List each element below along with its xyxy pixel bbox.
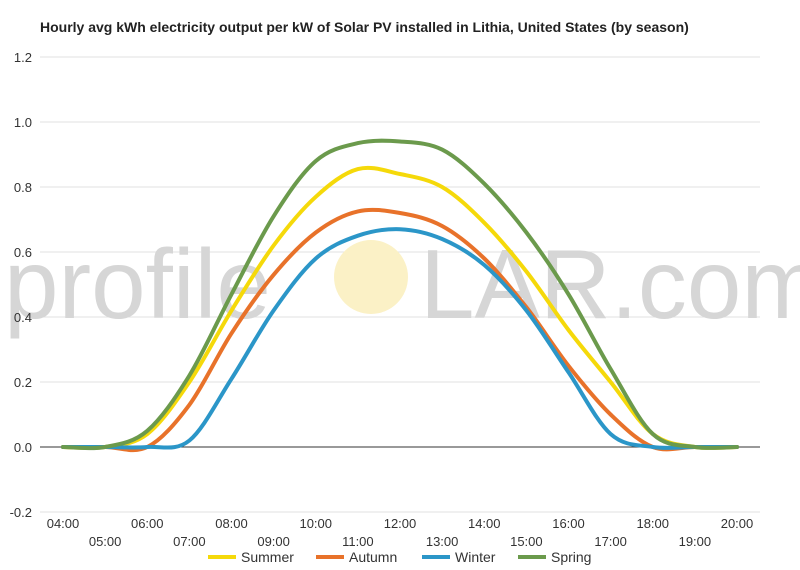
legend-item-spring: Spring — [518, 549, 591, 565]
x-tick-label: 11:00 — [342, 534, 374, 549]
x-tick-label: 10:00 — [299, 516, 332, 531]
x-tick-label: 14:00 — [468, 516, 501, 531]
x-tick-label: 15:00 — [510, 534, 543, 549]
legend-item-winter: Winter — [422, 549, 496, 565]
legend-item-autumn: Autumn — [316, 549, 397, 565]
x-tick-label: 06:00 — [131, 516, 164, 531]
watermark: profile LAR.com — [4, 229, 800, 339]
grid-lines — [40, 56, 760, 513]
x-tick-label: 16:00 — [552, 516, 585, 531]
legend-item-summer: Summer — [208, 549, 294, 565]
watermark-text-right: LAR.com — [420, 229, 800, 339]
x-tick-label: 04:00 — [47, 516, 80, 531]
x-tick-label: 20:00 — [721, 516, 754, 531]
x-tick-label: 08:00 — [215, 516, 248, 531]
x-tick-label: 05:00 — [89, 534, 122, 549]
series-line-spring — [61, 138, 739, 451]
series-line-autumn — [61, 207, 739, 453]
chart-title: Hourly avg kWh electricity output per kW… — [40, 19, 689, 35]
y-tick-label: 0.4 — [14, 310, 32, 325]
series-line-winter — [61, 227, 739, 450]
y-tick-label: 0.8 — [14, 180, 32, 195]
legend-label: Spring — [551, 549, 591, 565]
y-tick-label: 0.6 — [14, 245, 32, 260]
x-tick-label: 12:00 — [384, 516, 417, 531]
x-tick-label: 19:00 — [679, 534, 712, 549]
x-tick-label: 07:00 — [173, 534, 206, 549]
watermark-sun-icon — [334, 240, 408, 314]
x-tick-label: 13:00 — [426, 534, 459, 549]
x-tick-label: 17:00 — [594, 534, 627, 549]
y-tick-label: 1.2 — [14, 50, 32, 65]
series-lines — [61, 138, 739, 453]
legend-label: Summer — [241, 549, 294, 565]
y-tick-label: 1.0 — [14, 115, 32, 130]
y-tick-label: 0.2 — [14, 375, 32, 390]
x-tick-label: 09:00 — [257, 534, 290, 549]
watermark-text-left: profile — [4, 229, 271, 339]
legend-label: Winter — [455, 549, 496, 565]
legend: Summer Autumn Winter Spring — [208, 549, 591, 565]
y-tick-label: 0.0 — [14, 440, 32, 455]
x-tick-label: 18:00 — [636, 516, 669, 531]
series-line-summer — [61, 165, 739, 450]
legend-label: Autumn — [349, 549, 397, 565]
y-tick-label: -0.2 — [10, 505, 32, 520]
